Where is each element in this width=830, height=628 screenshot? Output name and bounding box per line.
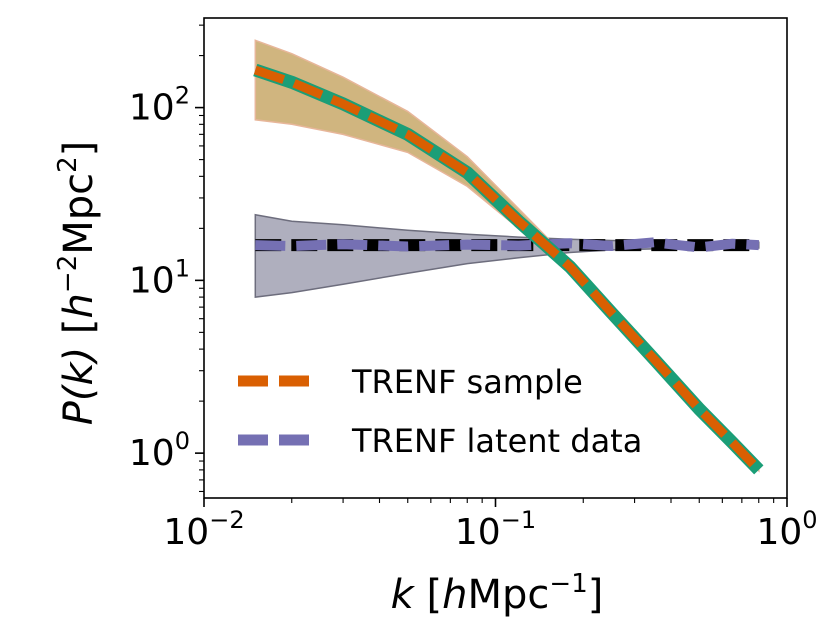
y-tick-label-0: 100: [129, 427, 190, 474]
y-axis-label: P(k) [h−2Mpc2]: [53, 141, 102, 426]
x-tick-label-0: 10−2: [163, 506, 244, 553]
latent-band: [254, 213, 760, 298]
y-tick-label-2: 102: [129, 82, 190, 129]
y-tick-label-1: 101: [129, 254, 190, 301]
legend-label-latent: TRENF latent data: [351, 422, 642, 460]
x-tick-label-2: 100: [756, 506, 817, 553]
x-tick-label-1: 10−1: [455, 506, 536, 553]
sample-line: [253, 65, 763, 474]
tick-labels-layer: 10−2 10−1 100 100 101 102: [129, 82, 818, 553]
axes-layer: [195, 17, 788, 507]
lines-layer: [253, 63, 764, 475]
legend: TRENF sample TRENF latent data: [238, 363, 642, 460]
x-axis-label: k [hMpc−1]: [391, 569, 604, 618]
legend-label-sample: TRENF sample: [351, 363, 583, 401]
